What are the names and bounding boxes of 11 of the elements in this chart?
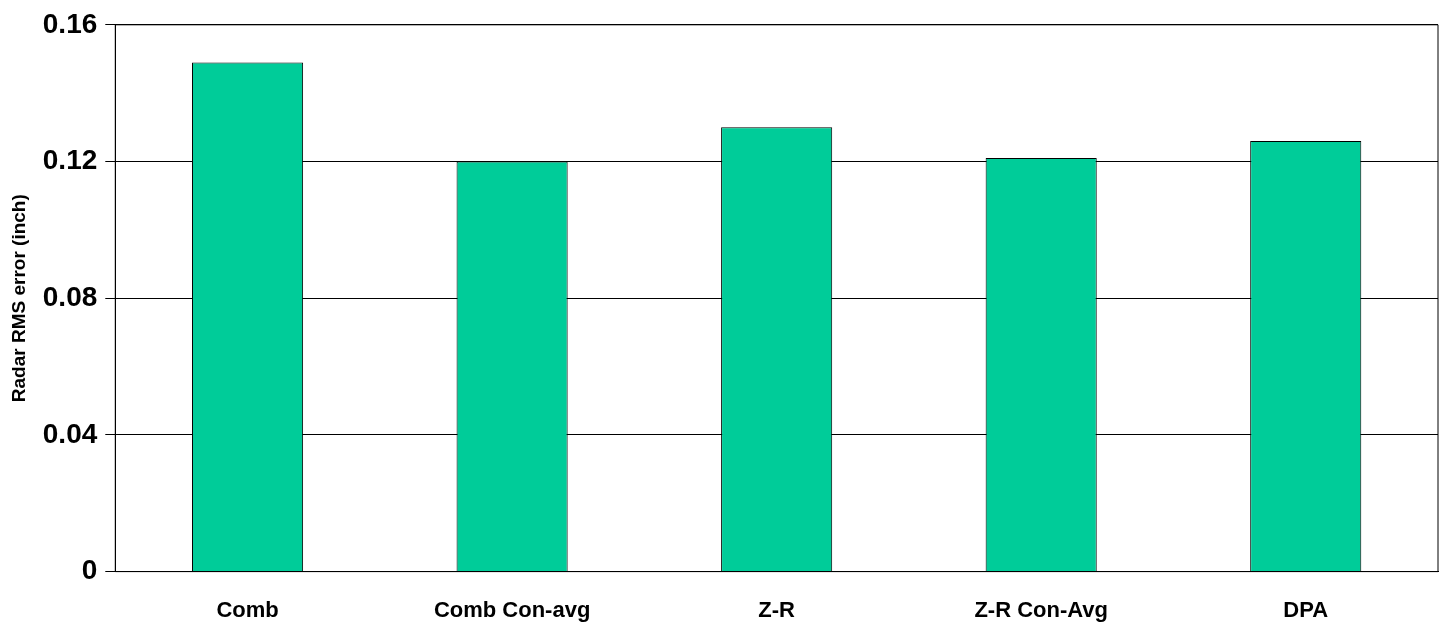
x-tick-label: Comb Con-avg [433, 596, 591, 622]
y-tick-label: 0.08 [42, 280, 98, 312]
x-tick-label: Comb [216, 596, 279, 622]
y-tick-label: 0.04 [42, 417, 98, 449]
x-tick-label: DPA [1283, 596, 1329, 622]
x-tick-label: Z-R Con-Avg [974, 596, 1108, 622]
y-tick-label: 0.12 [42, 144, 98, 176]
y-axis-title: Radar RMS error (inch) [7, 194, 29, 403]
x-tick-label: Z-R [758, 596, 796, 622]
y-tick-label: 0.16 [42, 7, 98, 39]
y-tick-label: 0 [81, 554, 98, 586]
